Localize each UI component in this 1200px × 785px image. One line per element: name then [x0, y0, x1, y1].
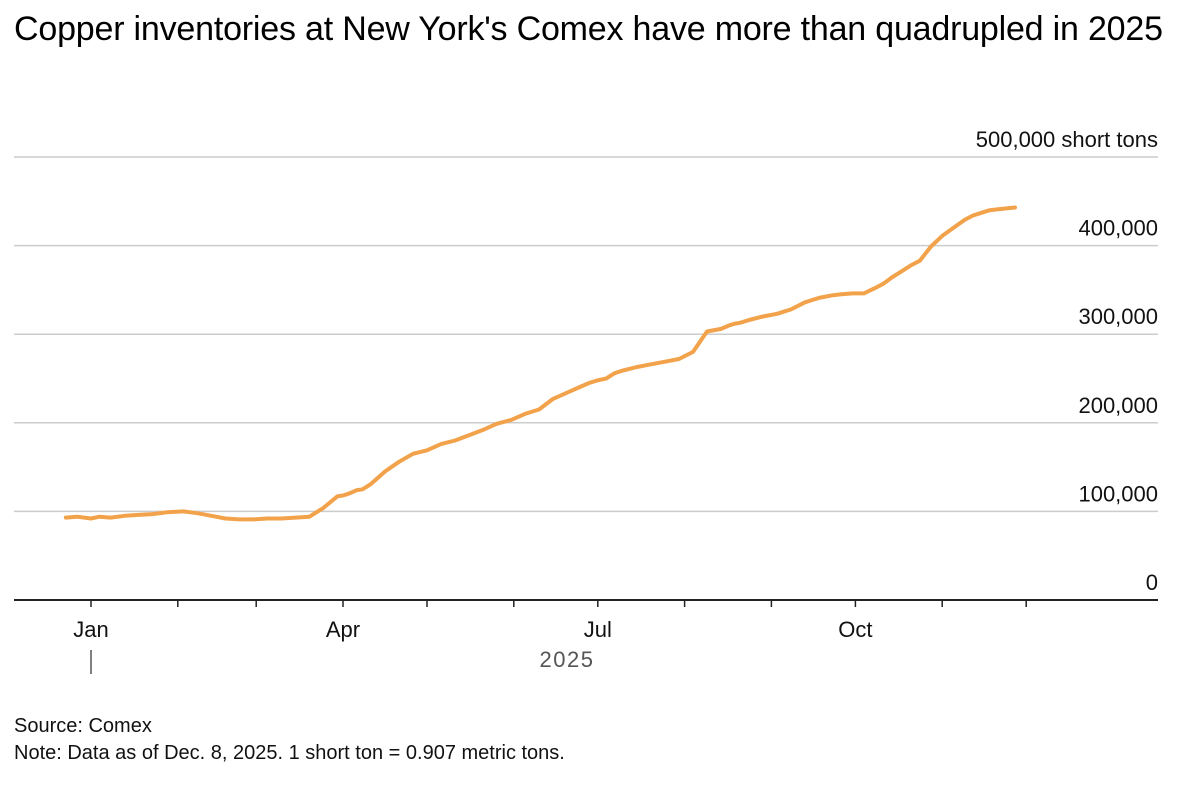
x-tick-label-apr: Apr: [326, 617, 360, 642]
source-note: Source: Comex: [14, 715, 152, 737]
x-axis: [14, 599, 1158, 674]
series-layer: [63, 205, 1017, 522]
chart-title: Copper inventories at New York's Comex h…: [14, 10, 1163, 48]
x-tick-label-jan: Jan: [73, 617, 108, 642]
y-tick-label-500000: 500,000 short tons: [976, 127, 1158, 152]
chart-footer: Source: Comex Note: Data as of Dec. 8, 2…: [14, 713, 565, 767]
y-tick-label-100000: 100,000: [1078, 481, 1158, 506]
y-tick-label-300000: 300,000: [1078, 304, 1158, 329]
x-tick-label-oct: Oct: [838, 617, 872, 642]
data-note: Note: Data as of Dec. 8, 2025. 1 short t…: [14, 742, 565, 764]
series-line-0: [63, 205, 1017, 522]
y-tick-label-200000: 200,000: [1078, 393, 1158, 418]
y-axis-tick-labels: 0 100,000 200,000 300,000 400,000 500,000 sho…: [976, 127, 1158, 595]
gridlines: [14, 156, 1158, 513]
x-axis-tick-labels: Jan Apr Jul Oct: [73, 617, 872, 642]
x-tick-label-jul: Jul: [584, 617, 612, 642]
y-tick-label-400000: 400,000: [1078, 216, 1158, 241]
y-tick-label-0: 0: [1146, 570, 1158, 595]
x-axis-label: 2025: [540, 647, 595, 672]
